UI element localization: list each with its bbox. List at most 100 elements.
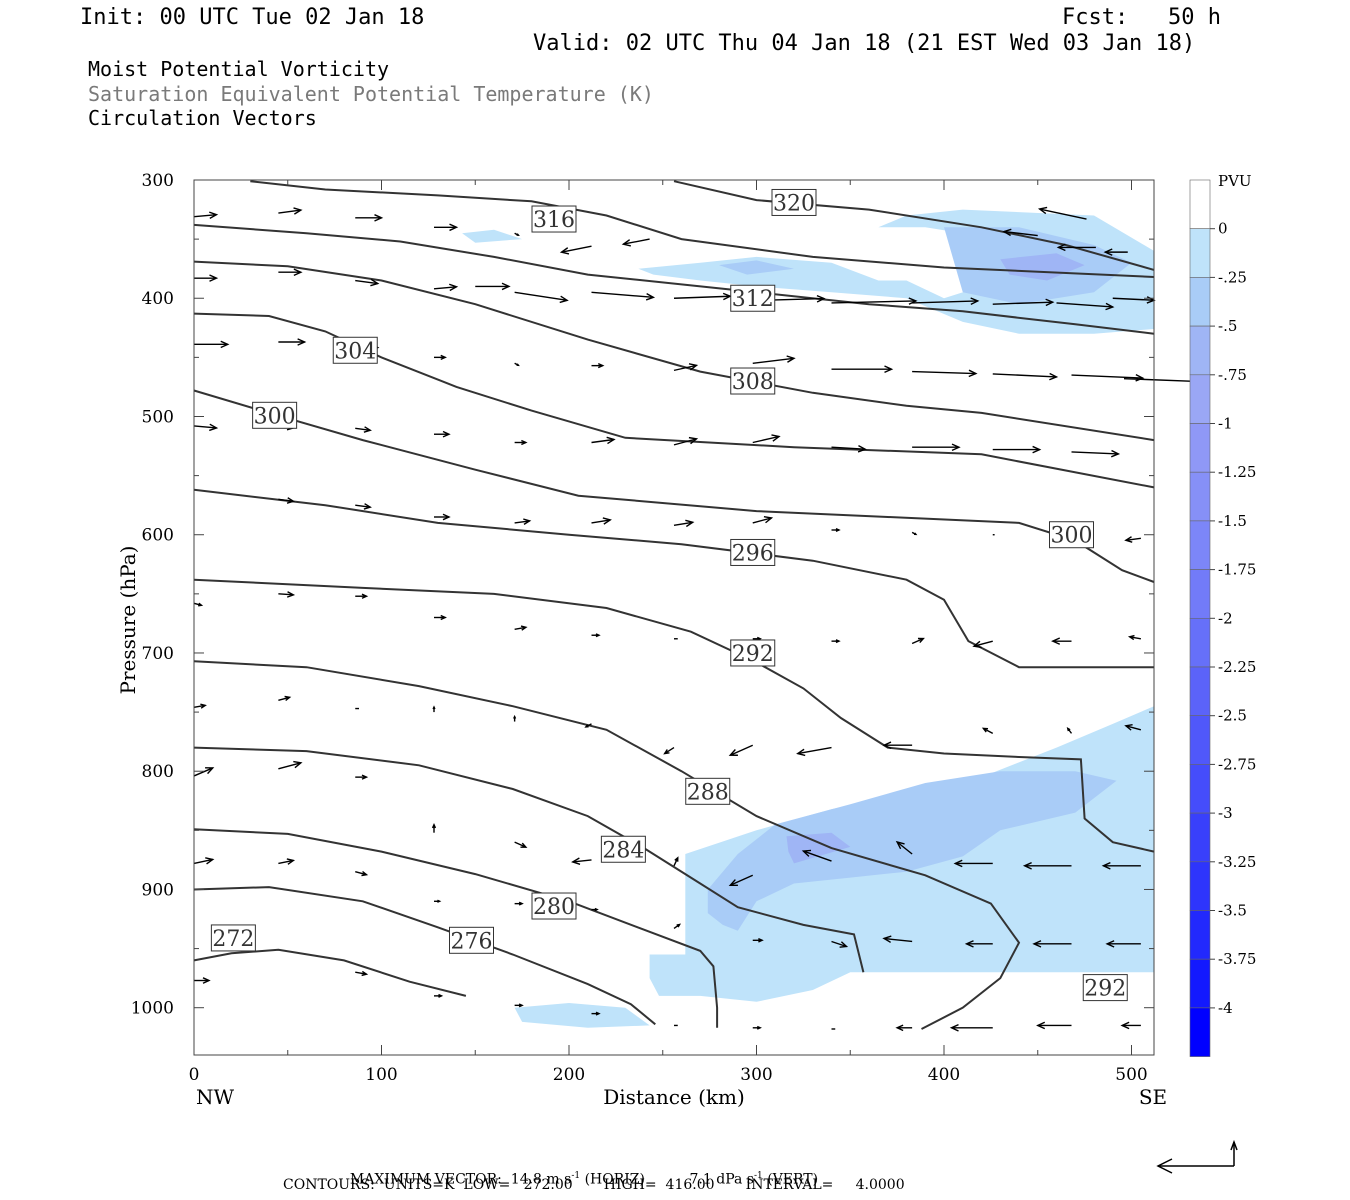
circulation-vector <box>1124 536 1141 543</box>
contour-label-box <box>531 892 577 920</box>
forecast-hour: Fcst: 50 h <box>1062 5 1221 30</box>
contour-label: 308 <box>732 370 774 395</box>
circulation-vector <box>831 297 918 305</box>
colorbar-swatch <box>1189 666 1211 717</box>
colorbar-label: -3.5 <box>1218 902 1247 920</box>
circulation-vector <box>673 363 699 372</box>
circulation-vector <box>663 746 675 755</box>
circulation-vector <box>278 858 296 865</box>
contour-label: 280 <box>533 895 575 920</box>
circulation-vector <box>1120 1021 1141 1030</box>
circulation-vector <box>514 625 528 631</box>
contour-label: 300 <box>1051 524 1093 549</box>
colorbar-swatch <box>1189 471 1211 522</box>
circulation-vector <box>514 232 520 237</box>
circulation-vector <box>432 705 436 713</box>
circulation-vector <box>728 744 754 756</box>
reference-vector <box>1156 1139 1238 1174</box>
circulation-vector <box>801 849 832 862</box>
colorbar-swatch <box>1189 228 1211 278</box>
circulation-vector <box>1124 724 1142 731</box>
circulation-vector <box>591 517 612 525</box>
circulation-vector <box>752 434 781 444</box>
colorbar-label: -1.25 <box>1218 463 1256 481</box>
contour-label-box <box>730 284 776 312</box>
pv-region-4 <box>707 771 1117 931</box>
max-horiz-sup: -1 <box>571 1171 581 1181</box>
circulation-vector <box>831 639 841 644</box>
contour-316 <box>250 180 1155 278</box>
contour-info: CONTOURS: UNITS=K LOW= 272.00 HIGH= 416.… <box>283 1177 905 1193</box>
field-title-mpv: Moist Potential Vorticity <box>88 57 390 81</box>
circulation-vector <box>882 935 913 943</box>
contour-label-box <box>730 639 776 667</box>
valid-time: Valid: 02 UTC Thu 04 Jan 18 (21 EST Wed … <box>533 31 1196 56</box>
colorbar-label: -.25 <box>1218 268 1247 286</box>
circulation-vector <box>752 515 774 524</box>
contour-label-box <box>252 401 298 429</box>
colorbar-swatch <box>1189 277 1211 327</box>
contour-label-box <box>730 367 776 395</box>
circulation-vector <box>1056 302 1115 311</box>
circulation-vector <box>355 214 384 222</box>
circulation-vector <box>434 614 447 621</box>
circulation-vector <box>673 923 682 930</box>
circulation-vector <box>992 372 1059 381</box>
colorbar-label: -3.25 <box>1218 853 1256 871</box>
colorbar-label: -2.5 <box>1218 707 1247 725</box>
max-vert-sup: -1 <box>753 1171 763 1181</box>
contour-label: 272 <box>212 927 254 952</box>
circulation-vector <box>278 760 303 770</box>
circulation-vector <box>355 278 380 287</box>
y-tick-label: 400 <box>142 289 174 309</box>
circulation-vector <box>355 503 372 510</box>
circulation-vector <box>1105 940 1141 948</box>
contour-label: 292 <box>1084 977 1126 1002</box>
colorbar-swatch <box>1189 910 1211 960</box>
circulation-vector <box>514 518 532 526</box>
contour-label-box <box>771 188 817 216</box>
circulation-vector <box>193 703 207 709</box>
colorbar-swatch <box>1189 958 1211 1009</box>
circulation-vector <box>194 340 230 349</box>
max-vert-value: 7.1 dPa s <box>689 1171 754 1188</box>
y-tick-label: 500 <box>142 407 174 427</box>
circulation-vector <box>591 436 616 445</box>
pv-region-2 <box>462 229 523 243</box>
colorbar-swatch <box>1189 715 1211 765</box>
x-tick-label: 100 <box>365 1065 397 1085</box>
x-end-label-left: NW <box>196 1085 235 1109</box>
circulation-vector <box>514 901 524 906</box>
contour-label-box <box>332 336 378 364</box>
circulation-vector <box>278 207 303 215</box>
circulation-vector <box>559 245 592 255</box>
circulation-vector <box>514 291 569 304</box>
circulation-vector <box>591 362 605 369</box>
field-title-vectors: Circulation Vectors <box>88 106 317 130</box>
colorbar-label: -3 <box>1218 804 1233 822</box>
circulation-vector <box>193 857 215 865</box>
circulation-vector <box>591 633 601 638</box>
y-tick-label: 600 <box>142 526 174 546</box>
circulation-vector <box>193 211 219 220</box>
circulation-vector <box>1032 940 1072 948</box>
x-tick-label: 500 <box>1115 1065 1147 1085</box>
circulation-vector <box>912 443 961 452</box>
colorbar-label: -2.25 <box>1218 658 1256 676</box>
circulation-vector <box>513 714 517 722</box>
colorbar-swatch <box>1189 325 1211 376</box>
colorbar-label: -1 <box>1218 415 1233 433</box>
circulation-vector <box>953 859 993 868</box>
circulation-vector <box>895 1024 913 1032</box>
contour-320 <box>673 180 1155 271</box>
circulation-vector <box>355 870 369 877</box>
colorbar-swatch <box>1189 764 1211 814</box>
max-horiz-value: 14.8 m s <box>510 1171 572 1188</box>
colorbar: PVU 0 -.25 -.5 -.75 -1 -1.25 -1.5 -1.75 -2 -2.25 -2… <box>1189 172 1256 1057</box>
circulation-vector <box>278 591 296 598</box>
circulation-vector <box>964 940 993 948</box>
vector-layer <box>193 206 1205 1032</box>
circulation-vector <box>591 1011 601 1016</box>
y-tick-label: 700 <box>142 644 174 664</box>
circulation-vector <box>1051 637 1072 645</box>
